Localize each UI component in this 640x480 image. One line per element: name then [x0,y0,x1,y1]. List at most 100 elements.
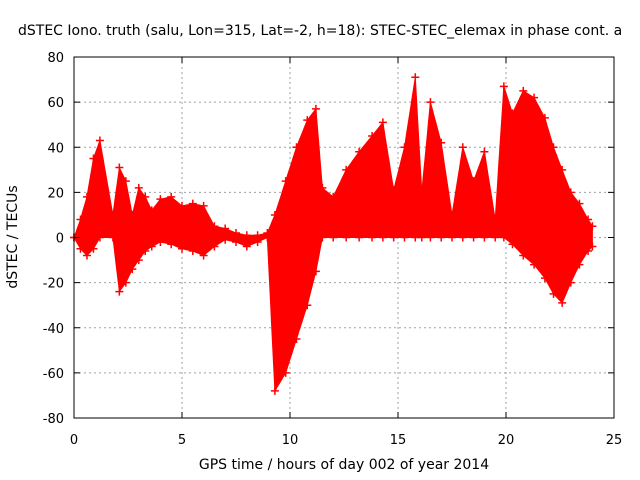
data-point-marker [232,228,240,237]
data-point-marker [549,143,558,152]
data-point-marker [378,233,387,242]
data-layer [70,73,597,395]
x-axis-label: GPS time / hours of day 002 of year 2014 [199,457,489,473]
x-tick-label: 5 [178,433,186,448]
data-point-marker [210,242,219,251]
y-tick-label: -40 [43,322,64,337]
chart-title: dSTEC Iono. truth (salu, Lon=315, Lat=-2… [18,23,622,39]
data-point-marker [458,233,467,242]
y-tick-label: 0 [56,232,64,247]
data-point-marker [253,238,262,247]
data-point-marker [82,192,91,201]
data-point-marker [134,183,143,192]
data-point-marker [89,154,98,163]
data-point-marker [128,265,137,274]
data-point-marker [437,233,446,242]
data-point-marker [588,242,597,251]
data-point-marker [121,177,130,186]
data-point-marker [199,251,208,260]
data-point-marker [232,238,240,247]
data-point-marker [141,247,150,256]
data-point-marker [311,104,320,113]
data-point-marker [519,251,528,260]
data-point-marker [342,165,351,174]
data-point-marker [281,177,290,186]
y-tick-label: -80 [43,412,64,427]
data-point-marker [167,192,176,201]
data-point-marker [480,233,489,242]
data-point-marker [178,201,186,210]
data-point-marker [188,247,197,256]
data-point-marker [368,131,377,140]
y-tick-label: -60 [43,367,64,382]
data-point-marker [318,233,327,242]
data-point-marker [499,233,508,242]
data-point-marker [147,242,156,251]
y-tick-labels: -80 -60 -40 -20 0 20 40 60 80 [43,51,64,427]
data-point-marker [95,233,104,242]
data-point-marker [95,136,104,145]
data-point-marker [519,86,528,95]
data-point-marker [128,210,137,219]
data-point-marker [242,231,251,240]
data-point-marker [141,192,150,201]
data-point-marker [270,210,279,219]
data-point-marker [426,233,435,242]
data-point-marker [437,138,446,147]
data-point-marker [303,116,312,125]
x-tick-label: 0 [70,433,78,448]
data-point-marker [400,143,409,152]
data-point-marker [491,233,500,242]
data-point-marker [480,147,489,156]
data-point-marker [292,143,301,152]
data-point-marker [448,233,456,242]
data-point-marker [491,215,500,224]
data-point-marker [558,298,567,307]
data-point-marker [469,233,478,242]
data-point-marker [156,195,165,204]
x-tick-label: 10 [282,433,299,448]
data-point-marker [584,247,593,256]
data-point-marker [400,233,409,242]
data-point-marker [530,260,539,269]
data-point-marker [115,163,124,172]
data-point-marker [558,165,567,174]
data-point-marker [303,301,312,310]
data-point-marker [263,233,272,242]
data-point-marker [508,109,517,118]
y-tick-label: 40 [47,141,64,156]
y-tick-label: 80 [47,51,64,66]
data-point-marker [566,278,575,287]
data-point-marker [411,73,420,82]
data-point-marker [458,143,467,152]
data-point-marker [355,233,364,242]
data-point-marker [588,222,597,231]
data-point-marker [89,244,98,253]
data-point-marker [76,244,85,253]
data-point-marker [368,233,377,242]
data-point-marker [292,335,301,344]
data-point-marker [499,82,508,91]
y-tick-label: 60 [47,96,64,111]
data-point-marker [566,188,575,197]
x-tick-label: 25 [606,433,623,448]
data-point-marker [318,183,327,192]
tick-marks [73,56,615,419]
data-point-marker [329,233,338,242]
data-point-marker [355,147,364,156]
data-point-marker [134,256,143,265]
data-point-marker [178,244,186,253]
data-point-marker [530,93,539,102]
data-point-marker [121,278,130,287]
data-point-marker [115,287,124,296]
data-point-marker [76,215,85,224]
data-point-marker [311,267,320,276]
data-point-marker [575,260,584,269]
data-point-marker [329,192,338,201]
data-point-marker [156,238,165,247]
data-point-marker [147,206,156,215]
data-point-marker [417,233,426,242]
data-point-marker [389,233,398,242]
data-point-marker [188,199,197,208]
y-tick-label: -20 [43,277,64,292]
